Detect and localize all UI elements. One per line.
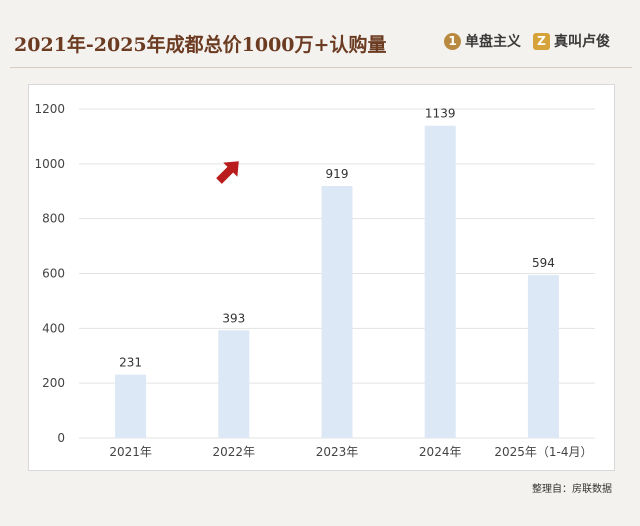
x-tick-label: 2024年 bbox=[419, 445, 462, 459]
bar-chart: 0 200 400 600 800 1000 1200 231 2021年 393 2022年 919… bbox=[34, 102, 595, 459]
source-note: 整理自：房联数据 bbox=[532, 484, 612, 495]
data-label: 594 bbox=[532, 256, 555, 270]
y-tick-label: 0 bbox=[57, 431, 65, 445]
y-tick-label: 400 bbox=[42, 321, 65, 335]
data-label: 1139 bbox=[425, 107, 456, 121]
x-tick-label: 2022年 bbox=[213, 445, 256, 459]
brand-one-logo-icon: 1 bbox=[444, 32, 461, 50]
arrow-shape bbox=[216, 161, 239, 184]
brand-name-2: 真叫卢俊 bbox=[554, 34, 610, 50]
x-tick-label: 2025年（1-4月） bbox=[494, 445, 592, 459]
chart-container: 0 200 400 600 800 1000 1200 231 2021年 393 2022年 919… bbox=[28, 84, 615, 471]
x-tick-label: 2021年 bbox=[109, 445, 152, 459]
title-divider bbox=[10, 67, 632, 68]
data-label: 919 bbox=[326, 167, 349, 181]
y-tick-label: 200 bbox=[42, 376, 65, 390]
brand-z-logo-icon: Z bbox=[533, 32, 550, 50]
data-label: 393 bbox=[222, 311, 245, 325]
brand-zhenjiaolujun: Z 真叫卢俊 bbox=[533, 31, 610, 51]
red-up-right-arrow-icon bbox=[216, 161, 239, 184]
bar bbox=[527, 275, 559, 438]
y-tick-label: 800 bbox=[42, 212, 65, 226]
y-tick-label: 1000 bbox=[34, 157, 65, 171]
brand-name-1: 单盘主义 bbox=[465, 34, 521, 50]
y-tick-label: 600 bbox=[42, 267, 65, 281]
x-tick-label: 2023年 bbox=[316, 445, 359, 459]
bar bbox=[321, 186, 353, 438]
bar bbox=[424, 125, 456, 438]
y-tick-label: 1200 bbox=[34, 102, 65, 116]
brand-danpanzhuyi: 1 单盘主义 bbox=[444, 31, 521, 51]
page-title: 2021年-2025年成都总价1000万+认购量 bbox=[14, 34, 387, 56]
bar bbox=[115, 374, 147, 438]
bar bbox=[218, 330, 250, 438]
data-label: 231 bbox=[119, 356, 142, 370]
